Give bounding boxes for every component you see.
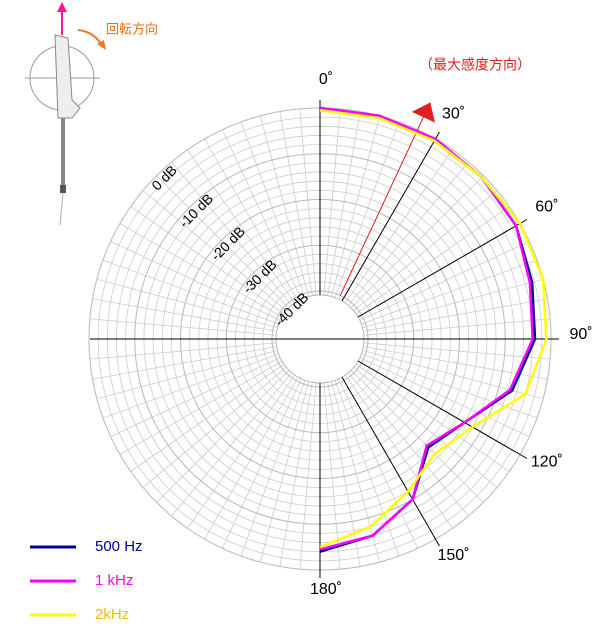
minor-spoke (222, 378, 302, 549)
theta-tick-label: 30˚ (442, 105, 465, 122)
rotation-label: 回転方向 (106, 21, 158, 36)
rotation-icon (25, 2, 106, 226)
minor-spoke (142, 366, 287, 488)
minor-spoke (187, 149, 296, 304)
legend-label: 2kHz (95, 606, 129, 623)
minor-spoke (331, 381, 381, 563)
theta-grid-line (341, 376, 440, 547)
minor-spoke (204, 138, 299, 302)
minor-spoke (347, 161, 469, 306)
minor-spoke (89, 318, 277, 336)
minor-spoke (259, 381, 309, 563)
minor-spoke (279, 382, 313, 567)
minor-spoke (89, 342, 277, 360)
minor-spoke (344, 374, 453, 529)
annotation: （最大感度方向） (419, 57, 531, 73)
minor-spoke (299, 108, 317, 296)
minor-spoke (363, 342, 551, 360)
minor-spoke (362, 278, 544, 328)
legend-label: 500 Hz (95, 538, 143, 555)
minor-spoke (355, 363, 510, 472)
minor-spoke (92, 298, 277, 332)
minor-spoke (361, 259, 538, 325)
minor-spoke (156, 369, 290, 503)
theta-tick-label: 150˚ (437, 547, 469, 564)
theta-tick-label: 120˚ (531, 454, 563, 471)
minor-spoke (359, 241, 530, 321)
theta-tick-label: 180˚ (310, 581, 342, 598)
minor-spoke (102, 259, 279, 325)
minor-spoke (96, 278, 278, 328)
minor-spoke (110, 241, 281, 321)
max-direction-arrow (339, 102, 431, 296)
minor-spoke (110, 357, 281, 437)
minor-spoke (359, 357, 530, 437)
minor-spoke (279, 111, 313, 296)
minor-spoke (355, 206, 510, 315)
minor-spoke (361, 353, 538, 419)
minor-spoke (323, 382, 341, 570)
theta-tick-label: 60˚ (535, 199, 558, 216)
minor-spoke (347, 372, 469, 517)
minor-spoke (334, 380, 400, 557)
minor-spoke (363, 298, 548, 332)
minor-spoke (327, 111, 361, 296)
minor-spoke (142, 190, 287, 312)
minor-spoke (350, 175, 484, 309)
theta-grid-line (341, 131, 440, 302)
minor-spoke (119, 360, 283, 455)
minor-spoke (119, 223, 283, 318)
minor-spoke (171, 372, 293, 517)
minor-spoke (96, 350, 278, 400)
minor-spoke (259, 115, 309, 297)
minor-spoke (327, 382, 361, 567)
minor-spoke (363, 318, 551, 336)
minor-spoke (130, 206, 285, 315)
minor-spoke (222, 129, 302, 300)
minor-spoke (323, 108, 341, 296)
minor-spoke (350, 369, 484, 503)
series-line (319, 109, 548, 549)
minor-spoke (204, 376, 299, 540)
minor-spoke (334, 121, 400, 298)
minor-spoke (187, 374, 296, 529)
minor-spoke (338, 378, 418, 549)
minor-spoke (130, 363, 285, 472)
theta-grid-line (357, 360, 528, 459)
minor-spoke (240, 380, 306, 557)
minor-spoke (156, 175, 290, 309)
series-line (319, 106, 534, 551)
minor-spoke (353, 190, 498, 312)
minor-spoke (353, 366, 498, 488)
r-tick-label: -10 dB (176, 190, 216, 230)
minor-spoke (344, 149, 453, 304)
minor-spoke (240, 121, 306, 298)
minor-spoke (299, 382, 317, 570)
theta-grid-line (357, 219, 528, 318)
minor-spoke (171, 161, 293, 306)
theta-tick-label: 0˚ (319, 71, 333, 88)
legend-label: 1 kHz (95, 572, 133, 589)
arrow-head (411, 102, 436, 123)
minor-spoke (92, 346, 277, 380)
minor-spoke (102, 353, 279, 419)
minor-spoke (331, 115, 381, 297)
theta-tick-label: 90˚ (569, 326, 592, 343)
